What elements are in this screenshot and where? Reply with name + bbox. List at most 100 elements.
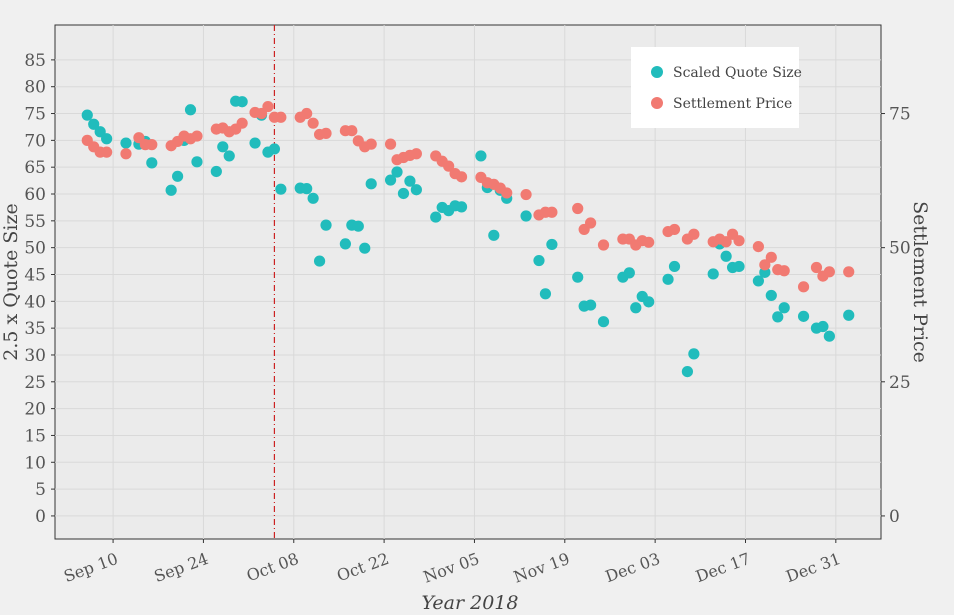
quote-size-point	[352, 220, 364, 232]
settlement-price-point	[191, 130, 203, 142]
settlement-price-point	[236, 117, 248, 129]
quote-size-point	[391, 166, 403, 178]
left-axis-title: 2.5 x Quote Size	[0, 203, 22, 361]
quote-size-point	[455, 201, 468, 213]
left-axis-ticks: 0 5 10 15 20 25 30 35 40 45 50 55 60 65 70 75 80 85	[24, 51, 55, 527]
legend-label-settlement-price: Settlement Price	[673, 96, 792, 112]
quote-size-point	[475, 150, 487, 162]
right-axis-ticks: 0 25 50 75	[881, 105, 911, 527]
quote-size-point	[720, 250, 732, 262]
right-tick-label: 0	[889, 507, 900, 527]
quote-size-point	[668, 260, 681, 273]
quote-size-point	[249, 137, 261, 149]
settlement-price-point	[688, 228, 700, 240]
quote-size-point	[165, 184, 177, 196]
left-tick-label: 45	[24, 265, 46, 285]
left-tick-label: 35	[24, 319, 46, 339]
quote-size-point	[146, 157, 158, 169]
settlement-price-point	[301, 107, 313, 120]
x-tick-label: Nov 19	[511, 549, 572, 587]
settlement-price-point	[823, 266, 835, 278]
left-tick-label: 40	[24, 292, 46, 312]
quote-size-point	[210, 165, 222, 178]
quote-size-point	[520, 210, 532, 222]
quote-size-point	[546, 238, 558, 251]
quote-size-point	[120, 137, 132, 149]
settlement-price-point	[455, 171, 468, 183]
left-tick-label: 85	[24, 51, 46, 71]
settlement-price-point	[778, 265, 790, 277]
quote-size-point	[765, 289, 777, 302]
settlement-price-point	[320, 127, 332, 139]
quote-size-point	[223, 150, 235, 162]
quote-size-point	[430, 211, 442, 223]
settlement-price-point	[501, 187, 513, 199]
settlement-price-point	[546, 206, 558, 218]
settlement-price-point	[572, 202, 584, 215]
quote-size-point	[397, 187, 410, 200]
left-tick-label: 25	[24, 373, 46, 393]
settlement-price-point	[101, 146, 113, 158]
quote-size-point	[733, 260, 745, 273]
quote-size-point	[404, 175, 416, 187]
quote-size-point	[817, 320, 829, 333]
quote-size-point	[778, 302, 790, 314]
quote-size-point	[236, 96, 248, 108]
x-tick-label: Dec 03	[603, 549, 663, 586]
quote-size-point	[662, 273, 674, 285]
quote-size-point	[707, 268, 719, 280]
legend-box	[631, 47, 799, 128]
settlement-price-point	[443, 160, 455, 172]
quote-size-point	[365, 178, 377, 190]
quote-size-point	[307, 192, 319, 204]
quote-size-point	[101, 133, 113, 145]
x-axis-title: Year 2018	[422, 592, 519, 614]
settlement-price-point	[120, 148, 132, 160]
right-tick-label: 75	[889, 105, 911, 125]
x-tick-label: Sep 24	[152, 549, 211, 586]
quote-size-point	[268, 143, 281, 155]
quote-size-point	[643, 296, 655, 308]
settlement-price-point	[275, 111, 287, 123]
left-tick-label: 30	[24, 346, 46, 366]
settlement-price-point	[733, 235, 745, 247]
left-tick-label: 10	[24, 453, 46, 473]
quote-size-point	[539, 288, 552, 300]
legend-key-settlement-price	[651, 97, 663, 109]
quote-size-point	[275, 183, 287, 195]
left-tick-label: 75	[24, 105, 46, 125]
right-axis-title: Settlement Price	[909, 201, 931, 363]
quote-size-point	[191, 156, 203, 168]
right-tick-label: 25	[889, 373, 911, 393]
quote-size-point	[384, 174, 397, 186]
right-tick-label: 50	[889, 239, 911, 259]
settlement-price-point	[752, 240, 764, 253]
quote-size-point	[585, 299, 597, 311]
settlement-price-point	[262, 100, 274, 113]
settlement-price-point	[759, 259, 771, 271]
quote-size-point	[320, 219, 332, 231]
x-tick-label: Oct 22	[334, 549, 391, 585]
quote-size-point	[339, 238, 351, 250]
x-tick-label: Dec 31	[783, 549, 843, 586]
quote-size-point	[81, 109, 93, 121]
quote-size-point	[752, 275, 764, 287]
quote-size-point	[797, 310, 810, 322]
quote-size-point	[533, 254, 545, 267]
x-tick-label: Dec 17	[693, 549, 753, 586]
quote-size-point	[313, 255, 326, 267]
left-tick-label: 0	[35, 507, 46, 527]
left-tick-label: 15	[24, 426, 46, 446]
quote-size-point	[772, 311, 784, 323]
left-tick-label: 70	[24, 131, 46, 151]
settlement-price-point	[668, 223, 681, 236]
quote-size-point	[88, 118, 100, 130]
x-tick-label: Oct 08	[244, 549, 301, 585]
left-tick-label: 50	[24, 239, 46, 259]
x-tick-label: Nov 05	[421, 549, 482, 587]
quote-size-point	[843, 309, 855, 321]
quote-size-point	[823, 330, 835, 342]
left-tick-label: 60	[24, 185, 46, 205]
quote-size-point	[184, 104, 197, 116]
settlement-price-point	[720, 236, 732, 248]
